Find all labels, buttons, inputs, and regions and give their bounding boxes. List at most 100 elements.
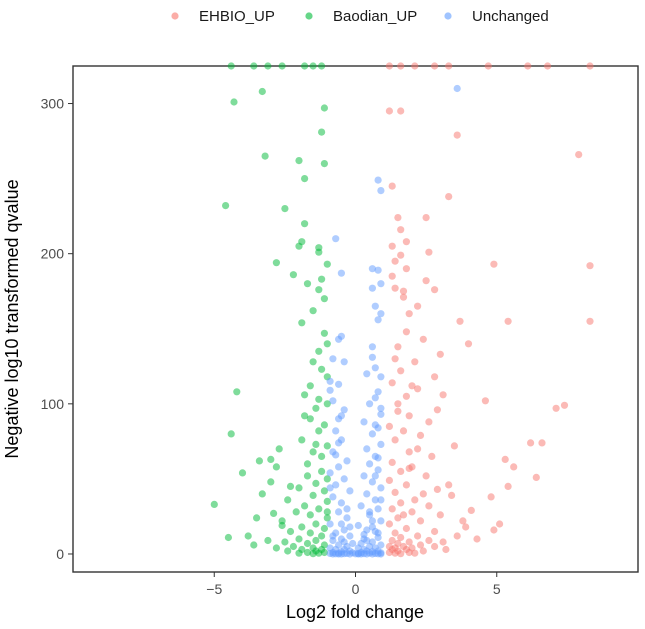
point-ehbio-up	[388, 182, 396, 190]
point-ehbio-up	[439, 391, 447, 399]
point-ehbio-up	[388, 536, 396, 545]
point-unchanged	[363, 526, 371, 534]
point-unchanged	[343, 457, 351, 465]
point-ehbio-up	[459, 517, 467, 525]
point-baodian-up	[298, 436, 306, 444]
point-ehbio-up	[425, 536, 433, 545]
point-baodian-up	[303, 539, 312, 548]
point-ehbio-up	[385, 107, 393, 115]
point-unchanged	[368, 550, 376, 558]
point-ehbio-up	[411, 358, 419, 366]
legend-label: Baodian_UP	[333, 8, 417, 25]
point-ehbio-up	[552, 404, 560, 412]
point-baodian-up	[289, 542, 297, 551]
point-ehbio-up	[453, 131, 461, 139]
point-baodian-up	[312, 440, 320, 448]
point-ehbio-up	[385, 520, 393, 528]
point-ehbio-up	[408, 382, 416, 390]
point-ehbio-up	[436, 511, 444, 519]
point-ehbio-up	[397, 550, 405, 558]
point-ehbio-up	[436, 350, 444, 358]
point-baodian-up	[309, 307, 317, 315]
point-baodian-up	[255, 457, 263, 465]
point-unchanged	[366, 460, 374, 468]
point-unchanged	[374, 454, 382, 462]
point-baodian-up	[258, 87, 266, 96]
point-ehbio-up	[385, 62, 393, 70]
point-baodian-up	[286, 482, 295, 490]
point-ehbio-up	[385, 476, 393, 484]
point-baodian-up	[318, 467, 326, 475]
point-unchanged	[326, 484, 334, 492]
point-baodian-up	[301, 220, 309, 228]
legend-label: EHBIO_UP	[199, 8, 275, 25]
point-unchanged	[337, 412, 345, 420]
point-unchanged	[374, 316, 382, 324]
legend: EHBIO_UP Baodian_UP Unchanged	[171, 8, 549, 25]
point-baodian-up	[210, 500, 218, 508]
point-ehbio-up	[431, 527, 439, 536]
legend-swatch	[171, 12, 179, 20]
point-baodian-up	[298, 523, 306, 531]
point-ehbio-up	[419, 335, 427, 343]
point-ehbio-up	[586, 62, 594, 70]
point-unchanged	[326, 469, 334, 477]
point-baodian-up	[286, 527, 295, 536]
point-baodian-up	[309, 358, 317, 366]
point-baodian-up	[224, 533, 232, 542]
point-baodian-up	[315, 549, 323, 557]
point-unchanged	[371, 394, 379, 402]
point-ehbio-up	[397, 226, 405, 234]
point-ehbio-up	[402, 524, 410, 533]
point-unchanged	[329, 493, 337, 501]
point-baodian-up	[309, 448, 317, 456]
point-ehbio-up	[575, 151, 583, 159]
point-baodian-up	[315, 286, 323, 294]
point-ehbio-up	[433, 406, 441, 414]
point-baodian-up	[295, 549, 303, 557]
point-baodian-up	[320, 104, 328, 112]
point-baodian-up	[318, 532, 326, 540]
legend-swatch	[444, 12, 452, 20]
point-unchanged	[343, 514, 351, 522]
point-baodian-up	[267, 455, 275, 463]
point-ehbio-up	[538, 439, 546, 447]
point-baodian-up	[320, 295, 328, 303]
point-ehbio-up	[453, 532, 461, 540]
point-ehbio-up	[397, 467, 405, 475]
y-axis-title: Negative log10 transformed qvalue	[2, 179, 22, 458]
point-baodian-up	[301, 62, 309, 70]
point-unchanged	[374, 176, 382, 184]
point-unchanged	[332, 427, 340, 435]
point-ehbio-up	[419, 490, 427, 498]
point-unchanged	[368, 430, 376, 438]
point-baodian-up	[303, 280, 312, 288]
point-ehbio-up	[402, 481, 410, 489]
point-unchanged	[326, 386, 334, 394]
point-baodian-up	[281, 205, 289, 213]
point-unchanged	[374, 466, 382, 474]
y-tick-label: 200	[41, 246, 65, 262]
point-ehbio-up	[397, 499, 405, 507]
point-ehbio-up	[394, 214, 402, 222]
point-ehbio-up	[402, 392, 410, 400]
point-baodian-up	[320, 548, 328, 557]
point-baodian-up	[312, 404, 320, 412]
point-unchanged	[360, 418, 368, 426]
point-baodian-up	[295, 157, 303, 165]
point-unchanged	[335, 508, 343, 516]
point-baodian-up	[272, 259, 280, 267]
point-unchanged	[371, 496, 379, 504]
point-unchanged	[332, 451, 340, 459]
point-unchanged	[337, 520, 345, 528]
point-baodian-up	[301, 175, 309, 183]
point-unchanged	[377, 496, 385, 504]
point-ehbio-up	[388, 272, 396, 280]
point-baodian-up	[306, 382, 314, 390]
point-unchanged	[360, 535, 368, 543]
point-ehbio-up	[416, 431, 425, 439]
point-ehbio-up	[391, 436, 399, 444]
x-tick-label: 5	[493, 581, 501, 597]
point-baodian-up	[320, 329, 328, 337]
point-ehbio-up	[397, 251, 405, 259]
